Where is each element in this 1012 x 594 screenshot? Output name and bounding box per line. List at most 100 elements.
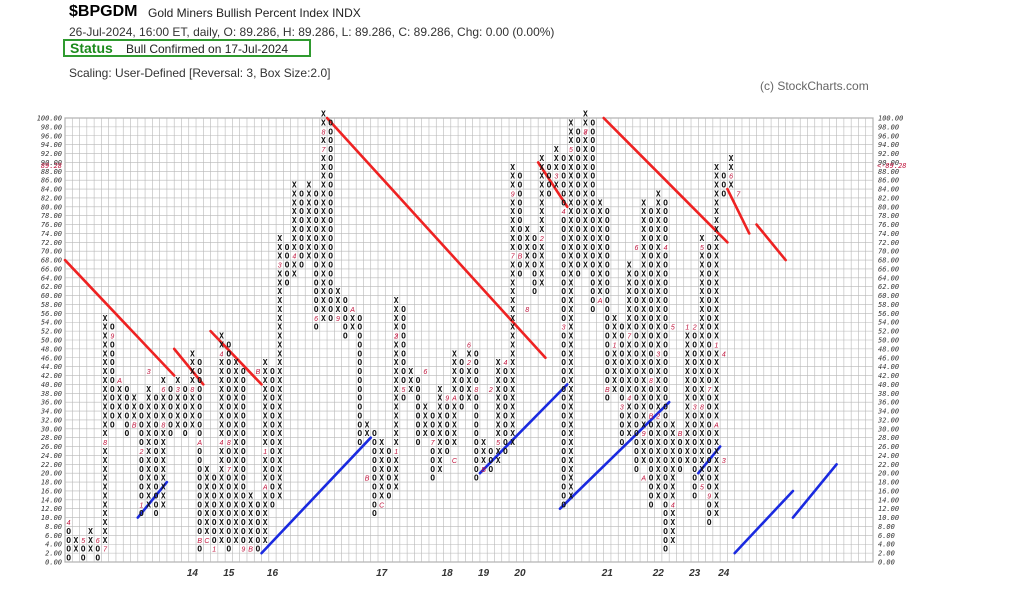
o-box: O: [401, 332, 406, 341]
x-box: X: [510, 243, 515, 252]
x-box: X: [583, 110, 588, 119]
y-tick-left: 20.00: [41, 470, 62, 478]
month-marker: 9: [707, 493, 711, 500]
x-box: X: [190, 358, 195, 367]
o-box: O: [707, 305, 712, 314]
o-box: O: [518, 243, 523, 252]
o-box: O: [663, 429, 668, 438]
y-tick-left: 46.00: [41, 354, 62, 362]
y-tick-right: 58.00: [878, 301, 899, 309]
x-box: X: [234, 420, 239, 429]
x-box: X: [714, 491, 719, 500]
o-box: O: [416, 411, 421, 420]
month-marker: 1: [685, 325, 689, 332]
o-box: O: [721, 189, 726, 198]
y-tick-left: 72.00: [41, 239, 62, 247]
o-box: O: [503, 376, 508, 385]
year-label: 24: [717, 568, 730, 579]
y-tick-right: 76.00: [878, 221, 899, 229]
x-box: X: [641, 447, 646, 456]
x-box: X: [656, 287, 661, 296]
x-box: X: [88, 527, 93, 536]
o-box: O: [139, 403, 144, 412]
o-box: O: [314, 198, 319, 207]
x-box: X: [612, 376, 617, 385]
x-box: X: [510, 216, 515, 225]
o-box: O: [692, 483, 697, 492]
x-box: X: [656, 323, 661, 332]
x-box: X: [190, 411, 195, 420]
ticker-symbol: $BPGDM: [69, 3, 138, 20]
o-box: O: [707, 411, 712, 420]
month-marker: A: [640, 476, 646, 483]
o-box: O: [619, 332, 624, 341]
x-box: X: [700, 261, 705, 270]
o-box: O: [663, 225, 668, 234]
o-box: O: [372, 509, 377, 518]
o-box: O: [605, 358, 610, 367]
o-box: O: [692, 474, 697, 483]
o-box: O: [474, 394, 479, 403]
o-box: O: [154, 456, 159, 465]
month-marker: 8: [474, 387, 478, 394]
o-box: O: [561, 305, 566, 314]
o-box: O: [328, 261, 333, 270]
x-box: X: [263, 474, 268, 483]
x-box: X: [700, 474, 705, 483]
x-box: X: [117, 403, 122, 412]
x-box: X: [452, 385, 457, 394]
x-box: X: [205, 518, 210, 527]
x-box: X: [598, 216, 603, 225]
x-box: X: [670, 447, 675, 456]
x-box: X: [437, 403, 442, 412]
x-box: X: [539, 163, 544, 172]
x-box: X: [248, 491, 253, 500]
o-box: O: [692, 340, 697, 349]
x-box: X: [248, 500, 253, 509]
month-marker: 2: [655, 413, 660, 420]
o-box: O: [372, 465, 377, 474]
o-box: O: [154, 438, 159, 447]
o-box: O: [328, 287, 333, 296]
x-box: X: [219, 500, 224, 509]
x-box: X: [598, 278, 603, 287]
x-box: X: [321, 110, 326, 119]
o-box: O: [226, 376, 231, 385]
y-tick-right: 42.00: [878, 372, 899, 380]
x-box: X: [175, 376, 180, 385]
x-box: X: [670, 429, 675, 438]
x-box: X: [234, 447, 239, 456]
o-box: O: [241, 403, 246, 412]
x-box: X: [467, 385, 472, 394]
x-box: X: [714, 163, 719, 172]
resistance-trend-line: [209, 329, 263, 386]
o-box: O: [154, 509, 159, 518]
y-tick-right: 38.00: [877, 390, 899, 398]
x-box: X: [103, 474, 108, 483]
x-box: X: [379, 491, 384, 500]
y-tick-right: 74.00: [878, 230, 899, 238]
x-box: X: [205, 527, 210, 536]
x-box: X: [583, 189, 588, 198]
x-box: X: [263, 527, 268, 536]
status-label: Status: [70, 40, 113, 56]
o-box: O: [328, 145, 333, 154]
y-tick-left: 0.00: [45, 559, 62, 567]
o-box: O: [110, 323, 115, 332]
o-box: O: [576, 154, 581, 163]
x-box: X: [496, 429, 501, 438]
o-box: O: [518, 261, 523, 270]
status-badge: Status Bull Confirmed on 17-Jul-2024: [63, 39, 311, 57]
x-box: X: [321, 296, 326, 305]
x-box: X: [670, 491, 675, 500]
o-box: O: [503, 403, 508, 412]
o-box: O: [619, 340, 624, 349]
o-box: O: [401, 376, 406, 385]
o-box: O: [663, 216, 668, 225]
x-box: X: [729, 154, 734, 163]
o-box: O: [226, 367, 231, 376]
x-box: X: [641, 323, 646, 332]
o-box: O: [430, 420, 435, 429]
x-box: X: [612, 349, 617, 358]
o-box: O: [663, 340, 668, 349]
